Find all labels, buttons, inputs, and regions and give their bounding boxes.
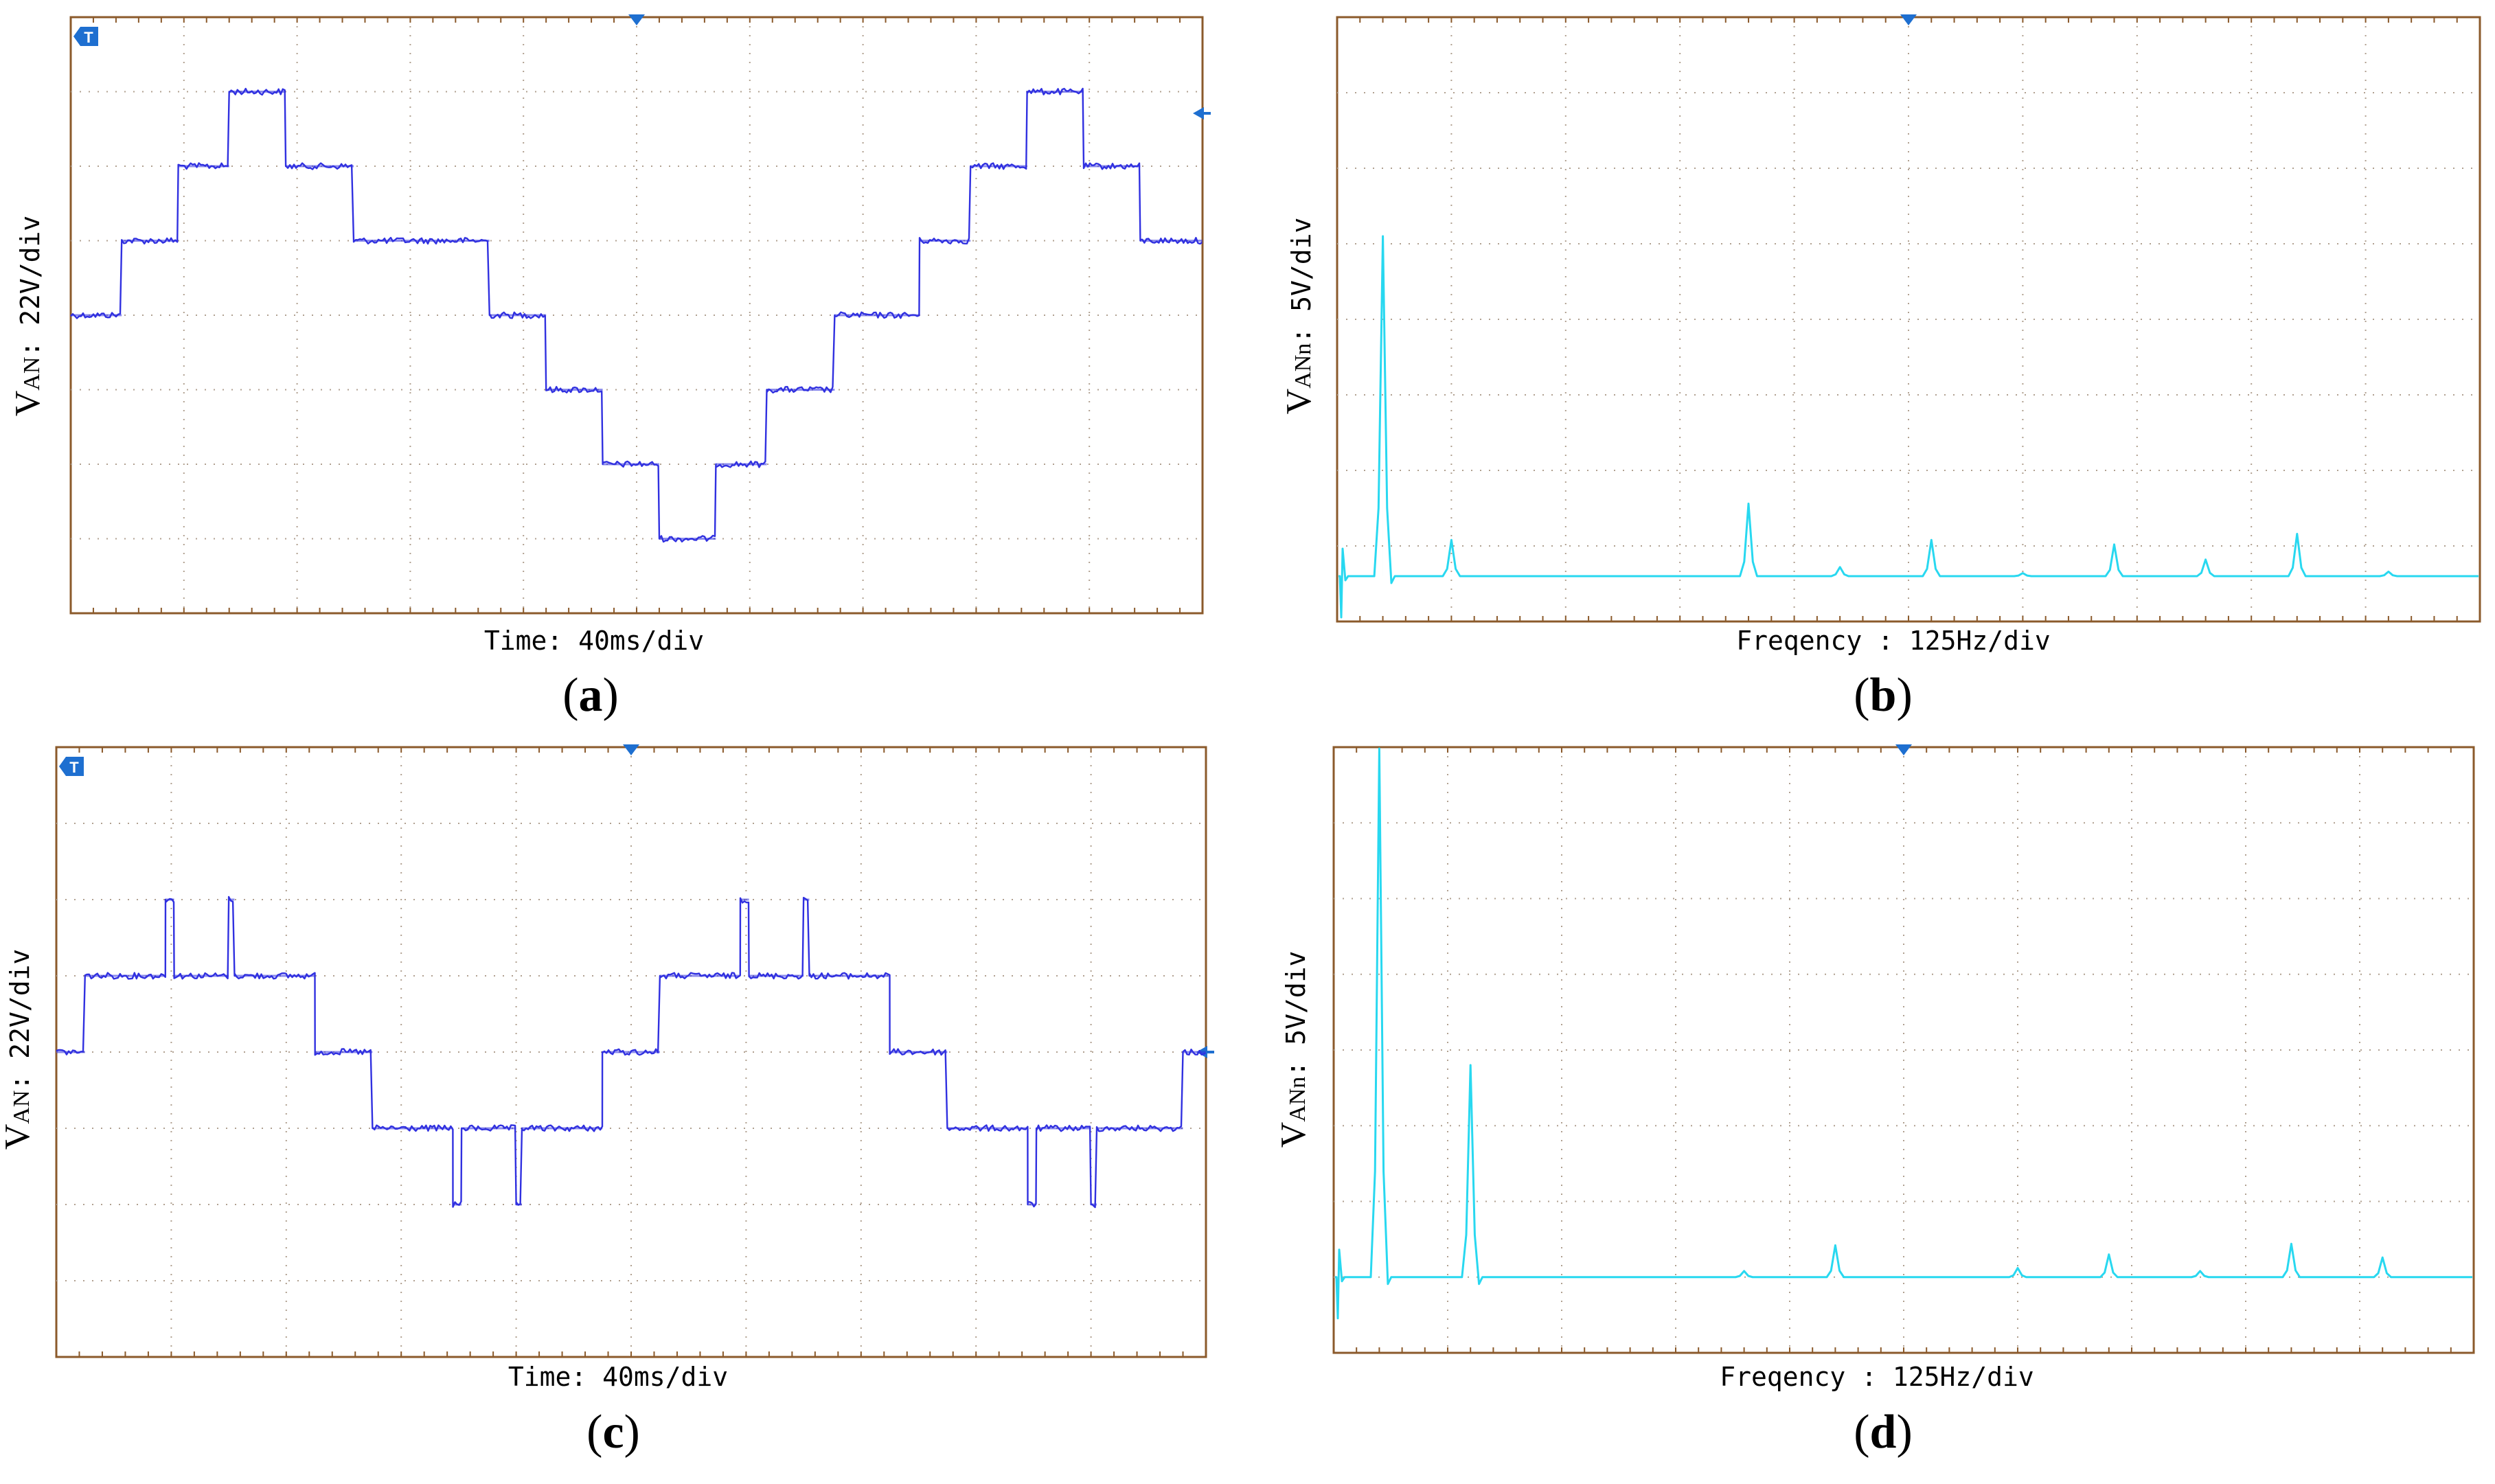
x-axis-label: Time: 40ms/div — [508, 1362, 728, 1392]
frame-ticks-b — [1359, 17, 2458, 621]
y-axis-label-subscript: AN — [9, 1091, 34, 1124]
y-axis-label: VAN: 22V/div — [8, 216, 47, 417]
panel-caption: (b) — [1854, 669, 1913, 722]
spectrum-trace-b — [1338, 235, 2479, 619]
frame-ticks-c — [78, 747, 1184, 1357]
trace-group-c — [56, 895, 1206, 1209]
caption-open-paren: ( — [1854, 669, 1869, 722]
caption-close-paren: ) — [1896, 1406, 1912, 1459]
level-marker-icon — [1193, 107, 1204, 119]
caption-letter: c — [602, 1406, 624, 1459]
caption-letter: d — [1870, 1406, 1897, 1459]
y-axis-label-main: V — [1274, 1122, 1313, 1148]
y-axis-label: VANn: 5V/div — [1279, 218, 1319, 415]
y-axis-label-subscript: AN — [19, 357, 45, 391]
y-axis-label: VAN: 22V/div — [0, 949, 37, 1150]
grid-a — [71, 17, 1203, 613]
caption-open-paren: ( — [1854, 1406, 1869, 1459]
trigger-position-marker — [1900, 14, 1917, 25]
y-axis-label-scale: : 5V/div — [1286, 218, 1317, 343]
trigger-icon — [59, 757, 84, 776]
caption-letter: a — [579, 669, 603, 722]
trace-group-a — [70, 87, 1203, 543]
trigger-icon — [73, 27, 98, 46]
caption-open-paren: ( — [562, 669, 578, 722]
spectrum-trace-d — [1335, 747, 2472, 1320]
y-axis-label: VANn: 5V/div — [1274, 951, 1313, 1148]
spectrum-group-d — [1335, 747, 2472, 1320]
caption-close-paren: ) — [624, 1406, 640, 1459]
x-axis-label: Time: 40ms/div — [484, 626, 704, 656]
trigger-position-marker — [628, 14, 645, 25]
y-axis-label-main: V — [0, 1124, 37, 1150]
grid-b — [1337, 17, 2480, 621]
y-axis-label-scale: : 22V/div — [5, 949, 35, 1091]
y-axis-label-main: V — [1279, 389, 1319, 415]
y-axis-label-scale: : 22V/div — [15, 216, 45, 357]
caption-close-paren: ) — [1896, 669, 1912, 722]
panel-caption: (a) — [562, 669, 619, 722]
y-axis-label-scale: : 5V/div — [1281, 951, 1311, 1077]
plot-frame-d — [1332, 746, 2475, 1354]
trigger-icon-label: T — [69, 759, 79, 776]
trigger-position-marker — [1895, 744, 1912, 755]
panel-caption: (d) — [1854, 1406, 1913, 1459]
panel-d: Freqency : 125Hz/div VANn: 5V/div (d) — [1274, 744, 2475, 1459]
x-axis-label: Freqency : 125Hz/div — [1736, 626, 2051, 656]
x-axis-label: Freqency : 125Hz/div — [1720, 1362, 2034, 1392]
frame-ticks-a — [92, 17, 1181, 613]
spectrum-group-b — [1338, 235, 2479, 619]
panel-a: T Time: 40ms/div VAN: 22V/div (a) — [8, 14, 1211, 722]
caption-open-paren: ( — [586, 1406, 602, 1459]
caption-letter: b — [1870, 669, 1897, 722]
trigger-icon-label: T — [84, 29, 93, 46]
y-axis-label-subscript: ANn — [1285, 1077, 1310, 1122]
panel-b: Freqency : 125Hz/div VANn: 5V/div (b) — [1279, 14, 2481, 722]
trigger-position-marker — [623, 744, 639, 755]
panel-caption: (c) — [586, 1406, 640, 1459]
caption-close-paren: ) — [603, 669, 619, 722]
y-axis-label-subscript: ANn — [1290, 343, 1316, 389]
panel-c: T Time: 40ms/div VAN: 22V/div (c) — [0, 744, 1214, 1459]
y-axis-label-main: V — [8, 391, 47, 417]
